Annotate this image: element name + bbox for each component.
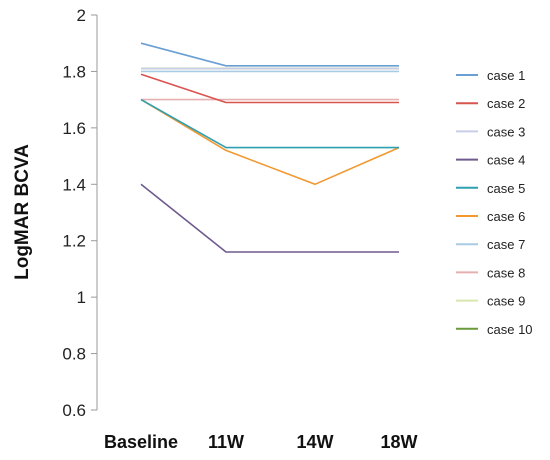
series-line-case-6 <box>140 98 400 186</box>
y-tick-label: 1 <box>77 288 86 307</box>
x-tick-label: 18W <box>380 432 417 452</box>
y-tick-label: 0.8 <box>62 345 86 364</box>
y-tick-label: 2 <box>77 6 86 25</box>
series-line-case-1 <box>140 42 399 67</box>
y-tick-group: 0.6 0.8 1 1.2 1.4 1.6 1.8 2 <box>62 6 97 420</box>
legend-label: case 1 <box>487 68 525 83</box>
series-group <box>140 42 400 253</box>
legend-label: case 2 <box>487 96 525 111</box>
x-tick-label: 14W <box>296 432 333 452</box>
series-line-case-5 <box>140 98 399 149</box>
x-tick-label: Baseline <box>104 432 178 452</box>
legend-label: case 9 <box>487 294 525 309</box>
legend-label: case 6 <box>487 209 525 224</box>
legend-label: case 10 <box>487 322 533 337</box>
y-tick-label: 0.6 <box>62 401 86 420</box>
y-axis-title: LogMAR BCVA <box>12 144 33 280</box>
legend-label: case 3 <box>487 124 525 139</box>
y-tick-label: 1.6 <box>62 119 86 138</box>
x-tick-label: 11W <box>208 432 244 452</box>
legend-label: case 7 <box>487 237 525 252</box>
series-line-case-2 <box>140 73 399 104</box>
series-line-case-4 <box>140 183 399 253</box>
legend-label: case 8 <box>487 265 525 280</box>
x-label-group: Baseline 11W 14W 18W <box>104 432 418 452</box>
y-tick-label: 1.2 <box>62 232 86 251</box>
legend-label: case 4 <box>487 153 525 168</box>
legend: case 1 case 2 case 3 case 4 case 5 case 6 case… <box>456 68 533 337</box>
y-tick-label: 1.4 <box>62 175 86 194</box>
legend-label: case 5 <box>487 181 525 196</box>
y-tick-label: 1.8 <box>62 62 86 81</box>
